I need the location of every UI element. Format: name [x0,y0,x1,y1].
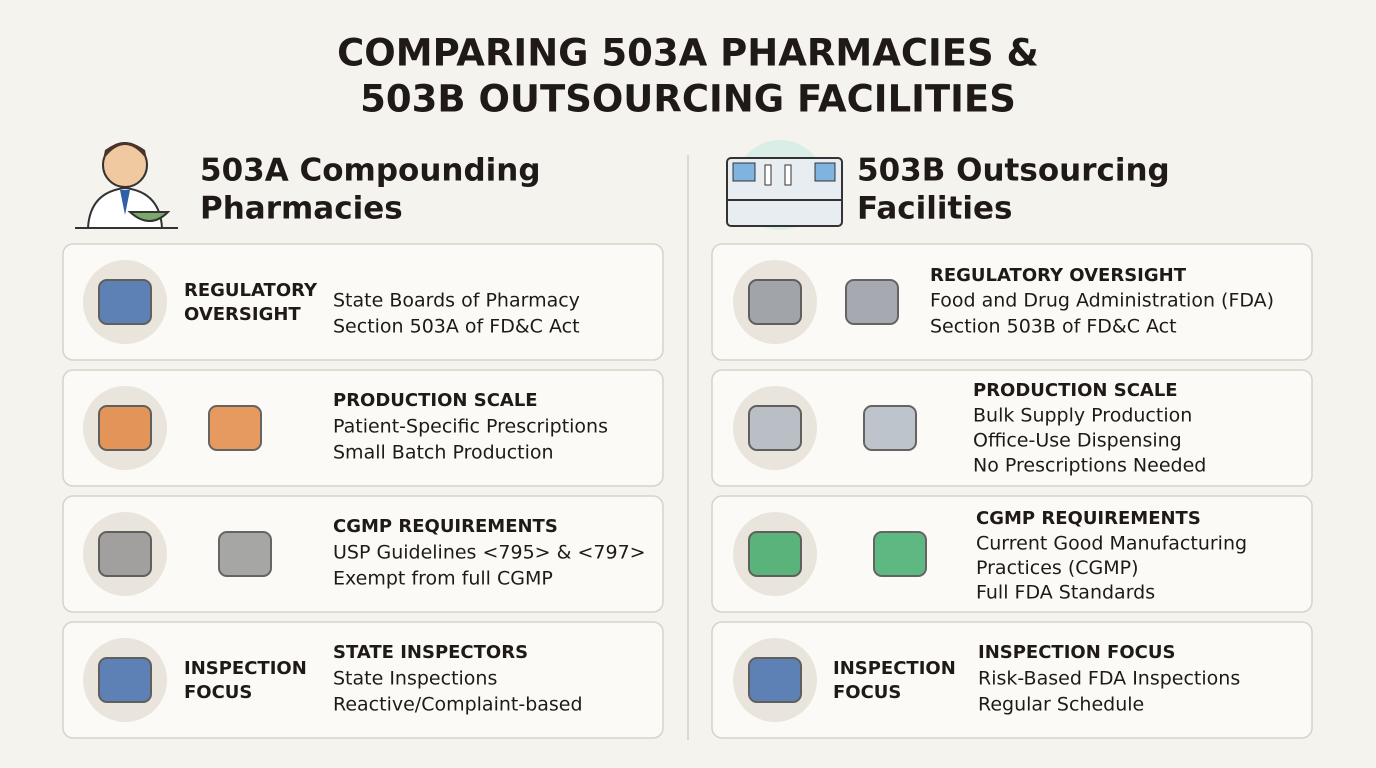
card-text: Section 503A of FD&C Act [333,316,580,338]
card-text: State Inspections [333,668,497,690]
card-heading: PRODUCTION SCALE [333,390,538,411]
card-box [711,621,1313,739]
pharmacist-icon [75,142,178,229]
icon-shape [98,531,152,577]
card-box [711,243,1313,361]
icon-shape [748,531,802,577]
card-heading: STATE INSPECTORS [333,642,528,663]
card: INSPECTION FOCUS INSPECTION FOCUS Risk-Base… [711,621,1313,739]
card-text: Exempt from full CGMP [333,568,553,590]
card-heading: CGMP REQUIREMENTS [976,508,1201,529]
card-box [62,243,664,361]
title-line: COMPARING 503A PHARMACIES & [337,32,1039,75]
card-label: FOCUS [833,682,901,703]
card-box [62,495,664,613]
card-text: Reactive/Complaint-based [333,694,583,716]
card: INSPECTION FOCUS STATE INSPECTORS State Ins… [62,621,664,739]
card-text: Regular Schedule [978,694,1144,716]
card-box [62,369,664,487]
column-heading: Facilities [857,191,1012,227]
icon-shape [218,531,272,577]
card-text: Full FDA Standards [976,582,1155,604]
icon-shape [845,279,899,325]
card-text: Practices (CGMP) [976,557,1139,579]
icon-shape [748,657,802,703]
card-text: Section 503B of FD&C Act [930,316,1177,338]
card-heading: REGULATORY OVERSIGHT [930,265,1187,286]
column-heading: 503A Compounding [200,153,541,189]
icon-shape [98,279,152,325]
card-label: INSPECTION [833,658,956,679]
card: PRODUCTION SCALE Bulk Supply Production Of… [711,369,1313,487]
icon-shape [98,405,152,451]
card-text: Small Batch Production [333,442,554,464]
card-text: Current Good Manufacturing [976,533,1247,555]
card-text: Patient-Specific Prescriptions [333,416,608,438]
card-text: USP Guidelines <795> & <797> [333,542,646,564]
column-heading: Pharmacies [200,191,403,227]
card-label: INSPECTION [184,658,307,679]
card-text: Bulk Supply Production [973,405,1192,427]
card: PRODUCTION SCALE Patient-Specific Prescri… [62,369,664,487]
card-text: Food and Drug Administration (FDA) [930,290,1274,312]
card: REGULATORY OVERSIGHT Food and Drug Admini… [711,243,1313,361]
icon-shape [208,405,262,451]
icon-shape [873,531,927,577]
card-box [711,495,1313,613]
card-box [711,369,1313,487]
column-heading: 503B Outsourcing [857,153,1170,189]
card-heading: PRODUCTION SCALE [973,380,1178,401]
card: CGMP REQUIREMENTS USP Guidelines <795> & … [62,495,664,613]
icon-shape [98,657,152,703]
icon-shape [863,405,917,451]
card-text: Risk-Based FDA Inspections [978,668,1240,690]
title-line: 503B OUTSOURCING FACILITIES [360,78,1016,121]
card-label: OVERSIGHT [184,304,301,325]
card-text: Office-Use Dispensing [973,430,1182,452]
machine-icon [726,140,843,230]
card: REGULATORY OVERSIGHT State Boards of Pharm… [62,243,664,361]
card-text: State Boards of Pharmacy [333,290,580,312]
card-label: REGULATORY [184,280,318,301]
card-text: No Prescriptions Needed [973,455,1206,477]
card-label: FOCUS [184,682,252,703]
icon-shape [748,279,802,325]
card-heading: INSPECTION FOCUS [978,642,1175,663]
icon-shape [748,405,802,451]
card: CGMP REQUIREMENTS Current Good Manufactur… [711,495,1313,613]
card-box [62,621,664,739]
card-heading: CGMP REQUIREMENTS [333,516,558,537]
